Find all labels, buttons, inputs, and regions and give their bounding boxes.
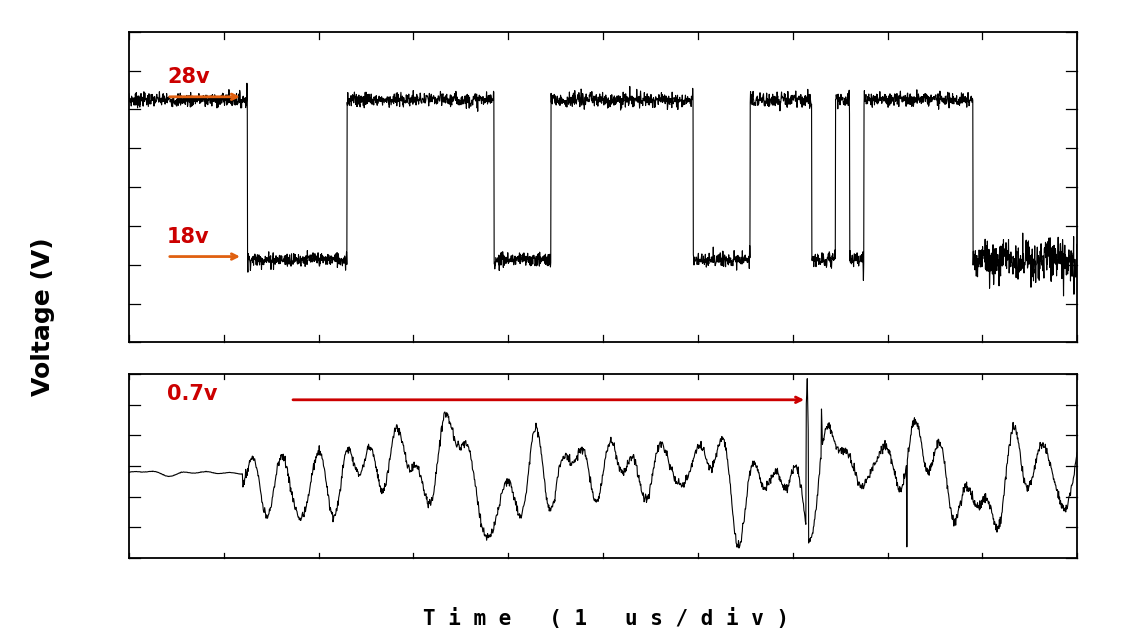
Text: T i m e   ( 1   u s / d i v ): T i m e ( 1 u s / d i v ) [423,607,789,629]
Text: 28v: 28v [167,67,210,87]
Text: 0.7v: 0.7v [167,384,218,404]
Text: 18v: 18v [167,227,210,247]
Text: Voltage (V): Voltage (V) [30,238,55,396]
